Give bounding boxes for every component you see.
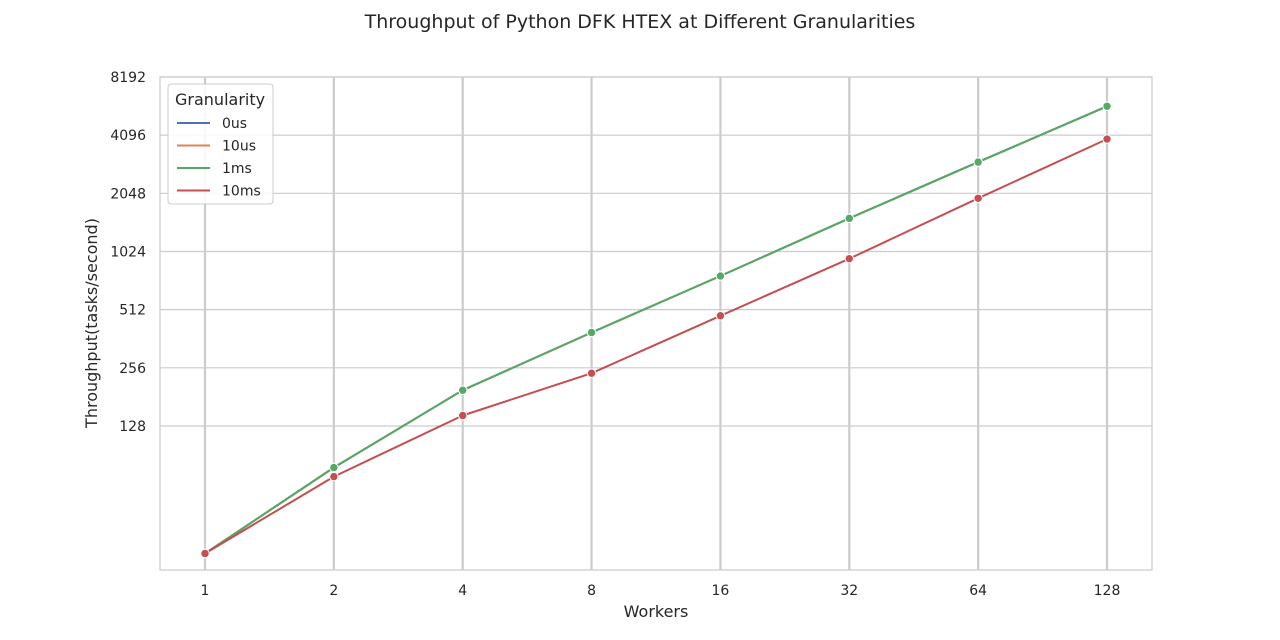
series-line [204,105,1108,555]
data-point [1102,134,1112,144]
y-axis-label: Throughput(tasks/second) [82,218,101,429]
x-tick-label: 1 [201,583,210,599]
x-tick-label: 4 [458,583,467,599]
x-tick-label: 8 [587,583,596,599]
data-point [200,548,210,559]
plot-frame [159,76,1153,571]
data-point [586,368,597,378]
data-point [458,410,468,421]
x-axis-ticks: 1 2 4 8 16 32 64 128 [201,583,1121,599]
series-1ms [200,101,1112,559]
data-point [973,157,983,167]
x-tick-label: 16 [712,583,730,599]
series-line [204,105,1108,555]
data-point [329,462,339,473]
data-point [973,193,983,204]
legend-entries: 0us 10us 1ms 10ms [177,116,261,200]
data-point [329,471,339,482]
data-point [844,213,854,224]
series-10ms [200,134,1112,559]
series [200,101,1112,559]
data-point [586,327,597,338]
x-tick-label: 32 [840,583,858,599]
legend-label: 1ms [222,161,252,177]
data-point [1102,101,1112,111]
series-line [204,105,1108,555]
y-axis-ticks: 128 256 512 1024 2048 4096 8192 [110,70,146,435]
legend-entry: 10ms [177,184,261,200]
x-tick-label: 2 [329,583,338,599]
y-tick-label: 8192 [110,70,146,86]
legend-box [167,83,274,205]
x-tick-label: 128 [1094,583,1121,599]
y-tick-label: 4096 [110,128,146,144]
y-tick-label: 256 [119,361,146,377]
legend-entry: 10us [177,139,256,155]
series-10us [200,101,1112,559]
legend-label: 0us [222,116,247,132]
y-tick-label: 2048 [110,186,146,202]
legend-entry: 0us [177,116,247,132]
series-line [204,138,1108,555]
data-point [715,271,726,281]
legend-entry: 1ms [177,161,252,177]
x-tick-label: 64 [969,583,987,599]
data-point [715,311,726,321]
x-axis-label: Workers [624,602,689,621]
legend-label: 10ms [222,184,261,200]
y-tick-label: 128 [119,419,146,435]
legend-label: 10us [222,139,256,155]
y-tick-label: 1024 [110,244,146,260]
series-0us [200,101,1112,559]
chart-title: Throughput of Python DFK HTEX at Differe… [364,11,916,33]
data-point [844,253,854,264]
legend-title: Granularity [175,90,265,109]
y-tick-label: 512 [119,303,146,319]
data-point [458,385,468,395]
legend: Granularity 0us 10us 1ms 10ms [167,83,274,205]
